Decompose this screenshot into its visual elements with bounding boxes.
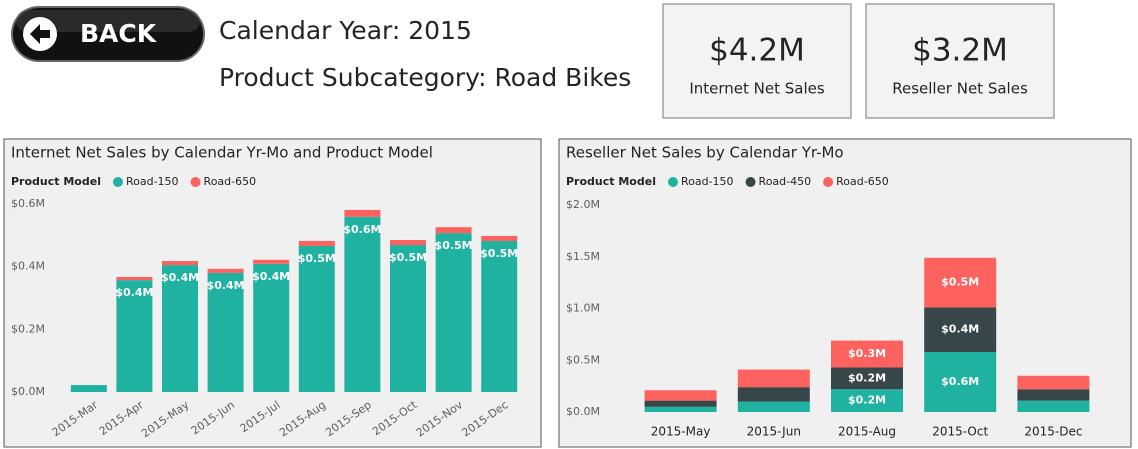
x-tick-label: 2015-Jun (747, 425, 801, 439)
bar-segment (1017, 375, 1090, 390)
y-tick-label: $0.5M (566, 353, 600, 366)
data-label: $0.5M (480, 247, 518, 260)
back-label[interactable]: BACK (80, 19, 158, 48)
bar-segment (924, 351, 997, 412)
data-label: $0.5M (435, 239, 473, 252)
bar-segment (207, 268, 244, 273)
bar-segment (162, 261, 198, 266)
filter-subcategory: Product Subcategory: Road Bikes (219, 63, 631, 92)
bar-segment (253, 259, 290, 264)
legend-title: Product Model (566, 175, 656, 188)
bar-segment (116, 277, 153, 281)
bar-segment (207, 272, 244, 392)
data-label: $0.4M (161, 271, 199, 284)
bar-segment (831, 367, 903, 390)
data-label: $0.5M (298, 252, 336, 265)
filter-year: Calendar Year: 2015 (219, 16, 472, 45)
data-label: $0.5M (389, 251, 427, 264)
bar-segment (924, 307, 997, 352)
bar-segment (116, 280, 153, 392)
bar-segment (390, 240, 426, 246)
back-button[interactable]: BACK (11, 6, 205, 62)
legend-marker (190, 177, 201, 187)
y-tick-label: $0.0M (11, 385, 45, 398)
y-tick-label: $2.0M (566, 198, 600, 211)
bar-segment (737, 369, 810, 388)
legend-label: Road-650 (836, 175, 889, 188)
bar-segment (298, 240, 335, 246)
legend-marker (823, 177, 834, 187)
data-label: $0.3M (848, 347, 886, 360)
bar-segment (644, 400, 717, 407)
data-label: $0.4M (941, 323, 979, 336)
legend-label: Road-450 (759, 175, 812, 188)
data-label: $0.2M (848, 394, 886, 407)
chart-title: Internet Net Sales by Calendar Yr-Mo and… (11, 144, 433, 162)
bar-segment (1017, 400, 1090, 412)
bar-segment (644, 390, 717, 401)
legend-label: Road-150 (126, 175, 179, 188)
card-value: $4.2M (709, 33, 805, 69)
bar-segment (435, 227, 472, 234)
y-tick-label: $0.4M (11, 260, 45, 273)
x-tick-label: 2015-Oct (932, 425, 988, 439)
legend-marker (745, 177, 756, 187)
data-label: $0.5M (941, 276, 979, 289)
bar-segment (481, 235, 518, 241)
bar-segment (390, 245, 426, 392)
card-box (662, 3, 852, 119)
chart-title: Reseller Net Sales by Calendar Yr-Mo (566, 144, 844, 162)
bar-segment (737, 401, 810, 412)
y-tick-label: $0.2M (11, 322, 45, 335)
y-tick-label: $1.5M (566, 250, 600, 263)
bar-segment (831, 340, 903, 368)
bar-segment (1017, 389, 1090, 401)
y-tick-label: $1.0M (566, 302, 600, 315)
y-tick-label: $0.6M (11, 197, 45, 210)
legend-title: Product Model (11, 175, 101, 188)
x-tick-label: 2015-May (651, 425, 711, 439)
bar-segment (253, 263, 290, 392)
bar-segment (481, 240, 518, 392)
bar-segment (344, 216, 381, 392)
data-label: $0.4M (115, 286, 153, 299)
data-label: $0.6M (941, 375, 979, 388)
bar-segment (435, 233, 472, 392)
bar-segment (737, 387, 810, 402)
x-tick-label: 2015-Aug (838, 425, 896, 439)
x-tick-label: 2015-Dec (1024, 425, 1082, 439)
card-label: Internet Net Sales (689, 80, 825, 98)
data-label: $0.2M (848, 371, 886, 384)
legend-marker (112, 177, 123, 187)
legend-marker (667, 177, 678, 187)
bar-segment (298, 245, 335, 392)
bar-segment (644, 406, 717, 412)
bar-segment (831, 389, 903, 412)
back-button-shine (16, 10, 200, 32)
data-label: $0.4M (252, 270, 290, 283)
card-label: Reseller Net Sales (892, 80, 1028, 98)
back-icon-arrow (30, 24, 50, 44)
legend-label: Road-150 (681, 175, 734, 188)
legend-label: Road-650 (204, 175, 257, 188)
data-label: $0.4M (207, 279, 245, 292)
bar-segment (344, 209, 381, 217)
data-label: $0.6M (343, 223, 381, 236)
card-box (865, 3, 1055, 119)
bar-segment (70, 385, 107, 392)
y-tick-label: $0.0M (566, 405, 600, 418)
bar-segment (162, 265, 198, 392)
card-value: $3.2M (912, 33, 1008, 69)
bar-segment (924, 257, 997, 308)
